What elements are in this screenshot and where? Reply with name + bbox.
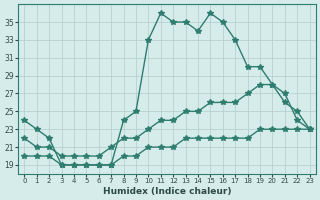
X-axis label: Humidex (Indice chaleur): Humidex (Indice chaleur) [103, 187, 231, 196]
